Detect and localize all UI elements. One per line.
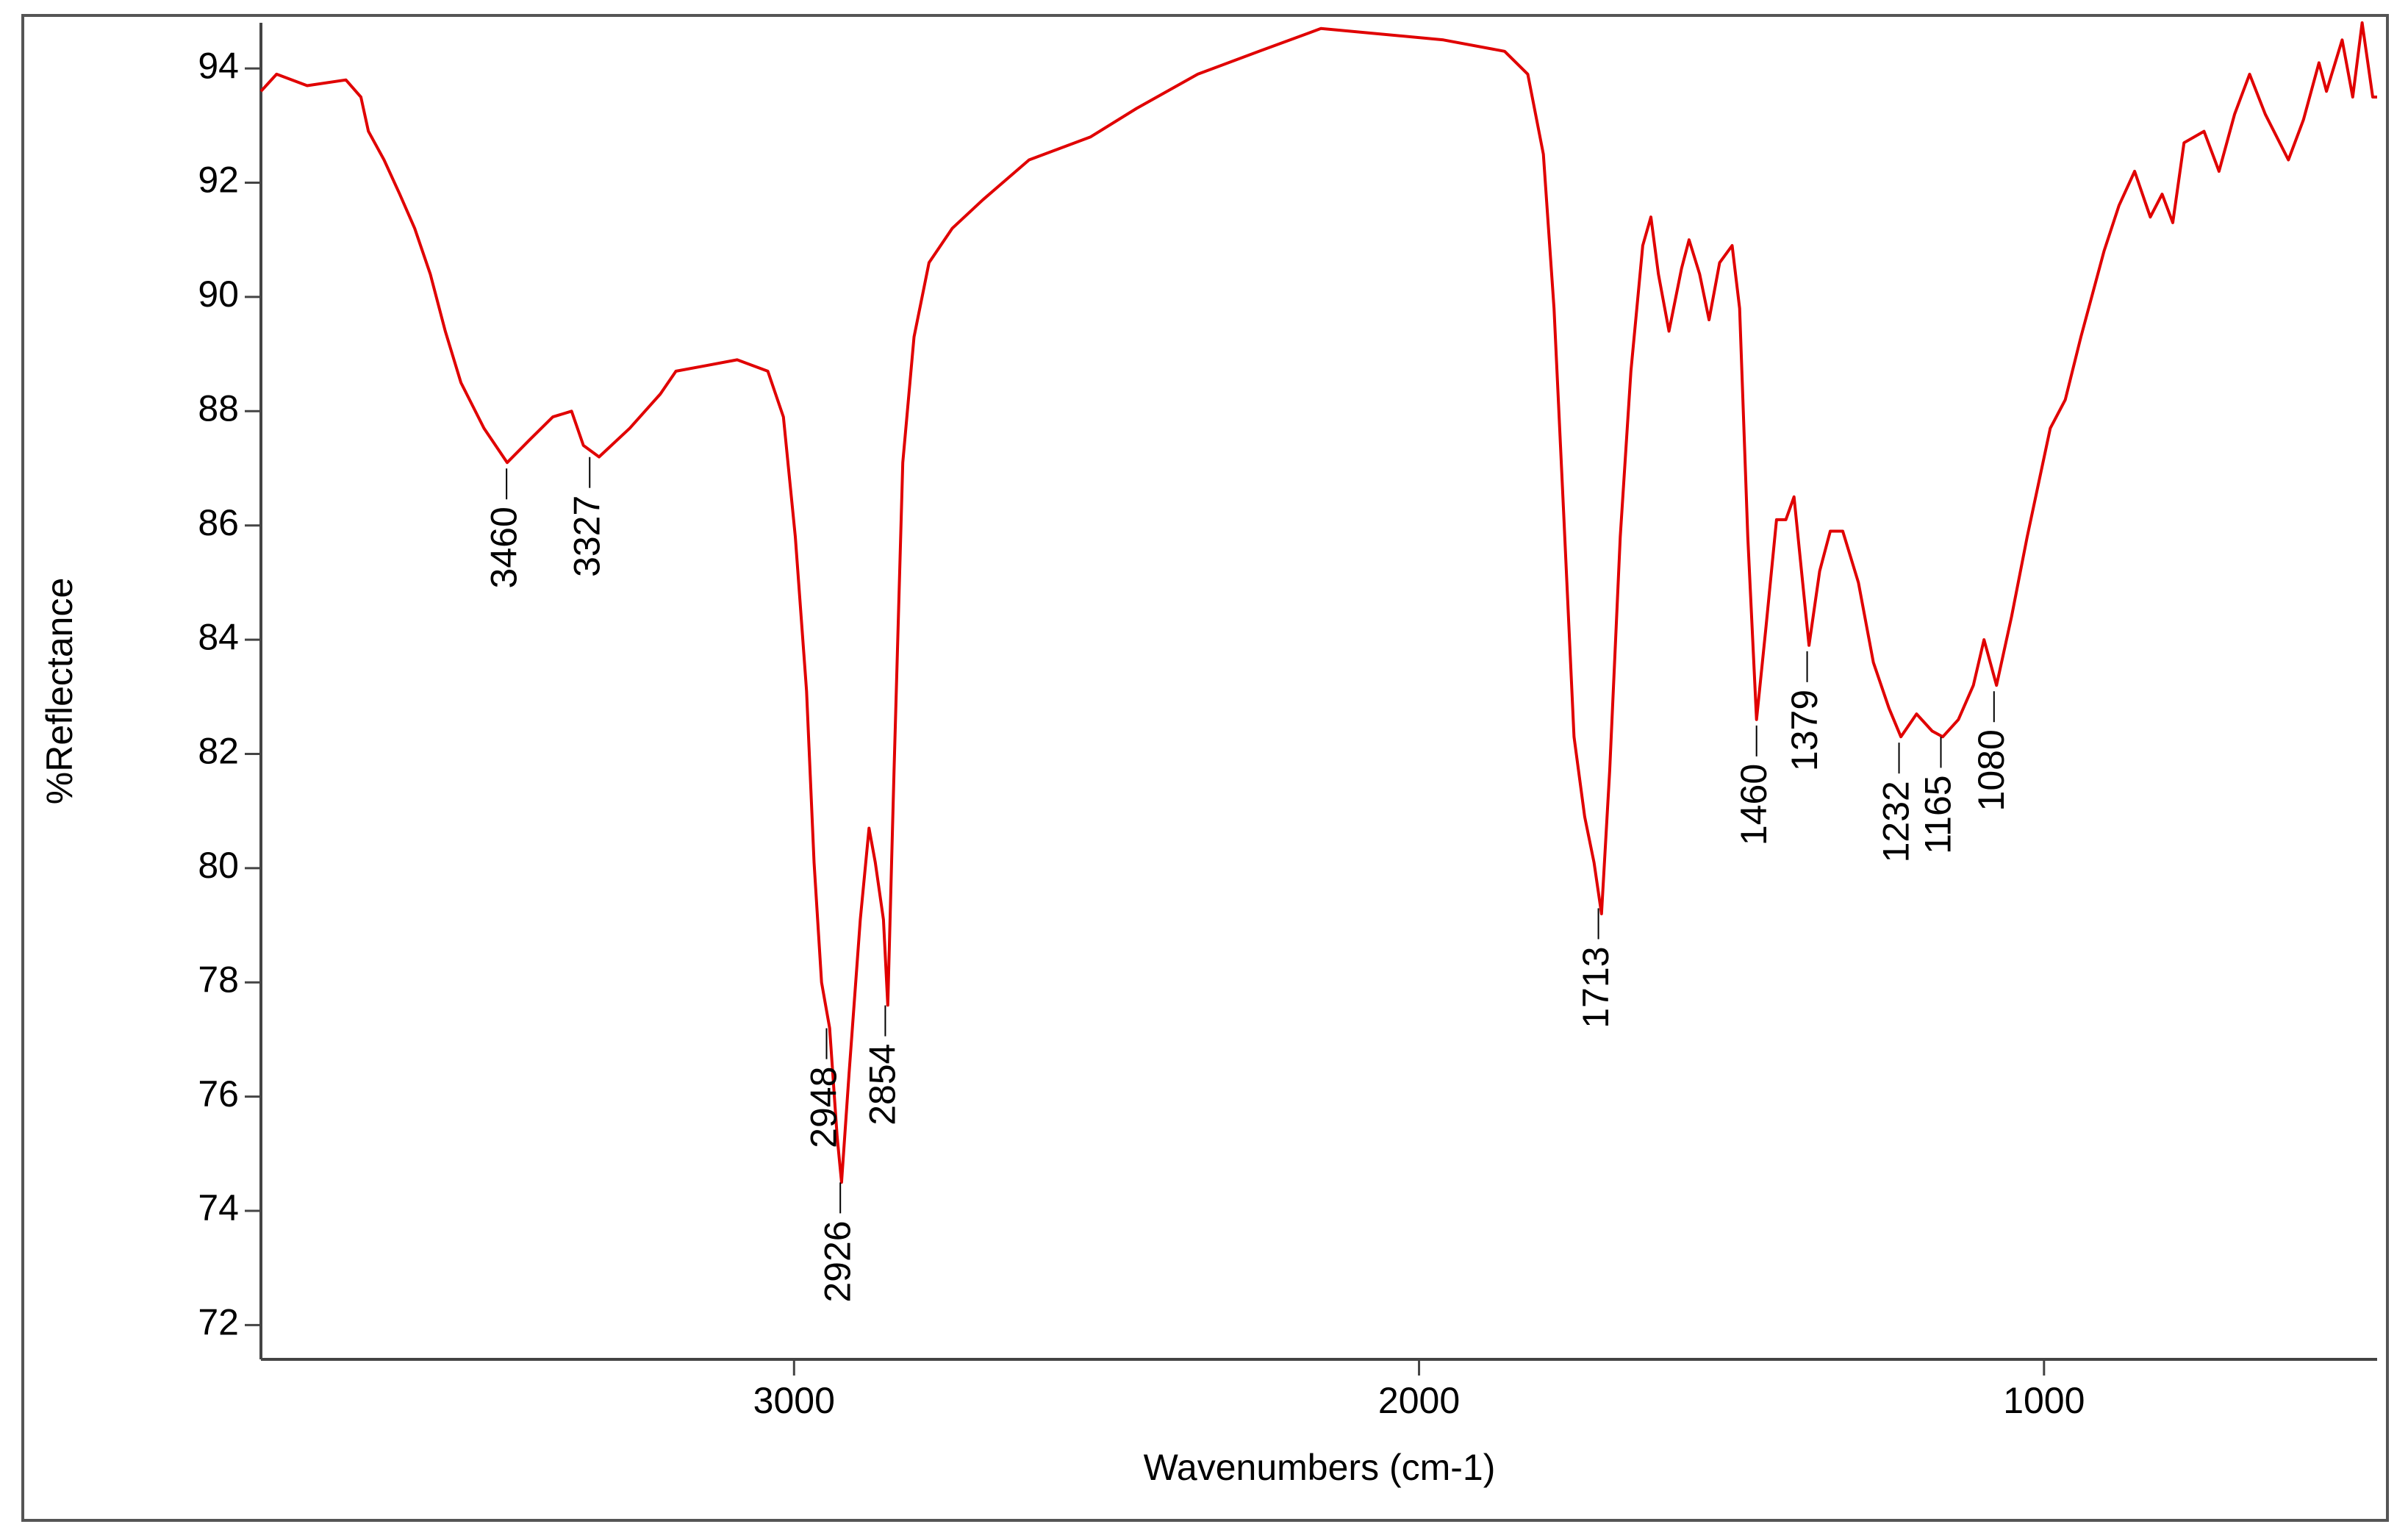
peak-label: 3460 — [483, 507, 524, 588]
y-tick-label: 94 — [198, 45, 239, 86]
peak-label: 2926 — [817, 1220, 858, 1302]
y-axis-label: %Reflectance — [39, 578, 80, 805]
peak-label: 2948 — [803, 1067, 845, 1148]
y-tick-label: 80 — [198, 845, 239, 886]
y-tick-label: 76 — [198, 1073, 239, 1115]
peak-label: 1080 — [1971, 729, 2012, 811]
x-tick-label: 2000 — [1378, 1380, 1460, 1421]
y-tick-label: 88 — [198, 388, 239, 429]
y-tick-label: 82 — [198, 731, 239, 772]
y-tick-label: 92 — [198, 160, 239, 201]
y-tick-label: 78 — [198, 959, 239, 1000]
spectrum-line — [259, 21, 2377, 1184]
peak-label: 1713 — [1575, 946, 1616, 1028]
y-tick-label: 84 — [198, 616, 239, 657]
frame — [21, 14, 2389, 1522]
x-axis-label: Wavenumbers (cm-1) — [1144, 1447, 1496, 1488]
peak-label: 1165 — [1918, 775, 1959, 854]
peak-label: 2854 — [862, 1044, 903, 1126]
y-tick-label: 74 — [198, 1187, 239, 1228]
x-tick-label: 1000 — [2003, 1380, 2085, 1421]
peak-label: 3327 — [566, 496, 607, 577]
y-tick-label: 90 — [198, 273, 239, 315]
peak-label: 1460 — [1733, 764, 1774, 845]
y-tick-label: 86 — [198, 502, 239, 543]
peak-label: 1232 — [1876, 781, 1917, 862]
peak-label: 1379 — [1784, 690, 1825, 771]
y-tick-label: 72 — [198, 1302, 239, 1343]
x-tick-label: 3000 — [753, 1380, 835, 1421]
